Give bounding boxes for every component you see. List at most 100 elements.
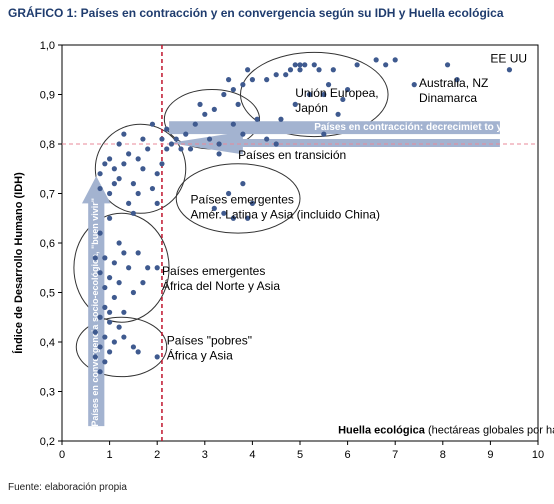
data-point	[216, 151, 222, 157]
data-point	[306, 91, 313, 98]
data-point	[154, 171, 160, 177]
data-point	[116, 280, 122, 286]
x-tick-label: 7	[392, 449, 398, 461]
data-point	[226, 77, 232, 83]
data-point	[135, 250, 141, 256]
data-point	[230, 121, 236, 127]
data-point	[159, 136, 165, 142]
data-point	[506, 67, 513, 73]
x-axis-label: Huella ecológica (hectáreas globales por…	[338, 425, 554, 437]
data-point	[121, 334, 127, 340]
data-point	[345, 86, 351, 93]
data-point	[97, 369, 103, 375]
data-point	[121, 161, 127, 167]
convergence-arrow-label: Países en convergencia socio-ecológica, …	[90, 198, 100, 427]
data-point	[245, 215, 251, 221]
x-tick-label: 2	[154, 449, 160, 461]
data-point	[97, 230, 103, 236]
reference-lines	[62, 45, 538, 441]
source-note: Fuente: elaboración propia	[8, 482, 127, 493]
y-tick-label: 0,3	[40, 387, 55, 399]
data-point	[92, 255, 98, 261]
group-ellipse-0	[240, 51, 389, 138]
data-point	[354, 62, 360, 68]
x-tick-label: 8	[440, 449, 446, 461]
data-point	[159, 161, 165, 167]
x-tick-label: 3	[202, 449, 208, 461]
data-point	[240, 82, 246, 88]
data-point	[249, 77, 255, 83]
y-tick-label: 1,0	[40, 40, 55, 52]
data-point	[135, 156, 141, 162]
data-point	[107, 190, 113, 197]
data-point	[107, 156, 113, 162]
data-point	[249, 200, 255, 206]
x-tick-label: 5	[297, 449, 303, 461]
data-point	[154, 354, 160, 360]
data-point	[235, 101, 241, 107]
contraction-arrow	[169, 131, 500, 155]
data-point	[192, 121, 198, 127]
data-point	[97, 270, 103, 276]
x-tick-label: 1	[107, 449, 113, 461]
data-point	[206, 136, 213, 142]
group-label: Países en transición	[238, 148, 346, 162]
group-ellipse-4	[73, 212, 170, 323]
data-point	[116, 324, 122, 330]
arrows: Países en contracción: decrecimiet to y …	[81, 121, 534, 427]
data-point	[97, 185, 103, 192]
data-point	[283, 72, 289, 78]
data-point	[164, 126, 170, 132]
data-point	[297, 62, 303, 68]
chart-title: GRÁFICO 1: Países en contracción y en co…	[8, 6, 504, 20]
x-tick-label: 6	[345, 449, 351, 461]
data-point	[140, 166, 146, 172]
group-ellipses	[73, 51, 389, 378]
data-point	[92, 329, 98, 335]
x-tick-label: 10	[532, 449, 544, 461]
y-axis-label: Índice de Desarrollo Humano (IDH)	[12, 172, 25, 354]
y-tick-label: 0,7	[40, 189, 55, 201]
axes: 0 1 2 3 4 5 6 7 8 9 10 0,2 0,3 0,4 0,5 0,6 0,7 0,8 0,9 1,0 Í…	[12, 40, 554, 461]
group-label: Australia, NZ Dinamarca	[419, 76, 488, 105]
data-point	[287, 67, 294, 73]
data-point	[92, 354, 98, 360]
y-tick-label: 0,2	[40, 436, 55, 448]
data-point	[140, 136, 146, 142]
data-point	[264, 77, 270, 83]
data-point	[116, 240, 122, 246]
data-point	[230, 86, 236, 93]
data-point	[240, 131, 246, 137]
data-point	[221, 91, 227, 98]
data-point	[321, 91, 327, 98]
x-tick-label: 9	[487, 449, 493, 461]
data-point	[154, 200, 160, 206]
data-point	[316, 67, 322, 73]
group-ellipse-5	[75, 316, 168, 378]
data-point	[454, 77, 460, 83]
data-point	[230, 215, 236, 221]
data-point	[116, 176, 122, 182]
data-point	[164, 146, 170, 152]
data-points	[92, 57, 513, 375]
data-point	[140, 280, 146, 286]
data-point	[107, 349, 113, 355]
data-point	[107, 215, 113, 221]
group-label: Países "pobres" África y Asia	[167, 333, 252, 362]
data-point	[102, 161, 108, 167]
data-point	[135, 349, 141, 355]
group-ellipse-2	[94, 123, 187, 214]
data-point	[102, 334, 108, 340]
data-point	[121, 250, 127, 256]
data-point	[126, 151, 132, 157]
data-point	[102, 284, 108, 291]
data-point	[97, 171, 103, 177]
data-point	[292, 101, 298, 107]
data-point	[240, 181, 246, 187]
data-point	[325, 82, 332, 88]
x-tick-label: 4	[249, 449, 255, 461]
data-point	[130, 210, 136, 216]
data-point	[121, 131, 127, 137]
data-point	[149, 185, 156, 192]
data-point	[111, 181, 117, 187]
